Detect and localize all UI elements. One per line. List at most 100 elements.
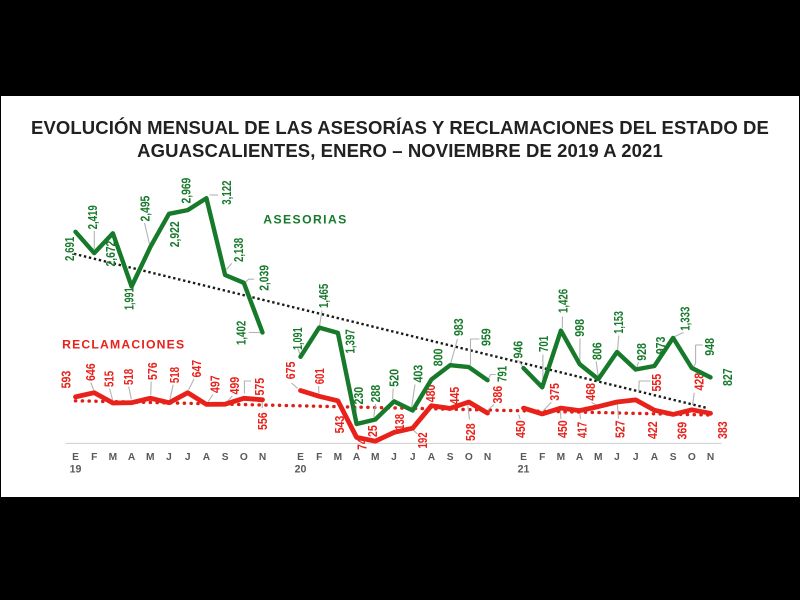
svg-text:O: O <box>240 452 248 463</box>
svg-text:2,691: 2,691 <box>62 237 77 261</box>
svg-text:593: 593 <box>58 371 73 389</box>
svg-text:518: 518 <box>167 367 182 383</box>
svg-text:1,333: 1,333 <box>677 307 692 331</box>
svg-text:1,402: 1,402 <box>233 321 248 345</box>
svg-text:959: 959 <box>478 328 493 346</box>
svg-text:983: 983 <box>451 318 466 336</box>
svg-text:422: 422 <box>645 421 660 439</box>
svg-text:230: 230 <box>351 387 366 405</box>
svg-text:1,991: 1,991 <box>121 287 136 310</box>
svg-text:O: O <box>465 452 473 463</box>
svg-text:M: M <box>594 452 603 463</box>
svg-text:192: 192 <box>415 432 430 448</box>
svg-text:RECLAMACIONES: RECLAMACIONES <box>62 337 185 351</box>
svg-text:800: 800 <box>430 349 445 367</box>
svg-text:25: 25 <box>365 425 380 437</box>
svg-text:1,397: 1,397 <box>342 329 357 353</box>
svg-text:S: S <box>670 452 677 463</box>
svg-text:948: 948 <box>702 338 717 356</box>
svg-text:675: 675 <box>283 362 298 380</box>
svg-text:J: J <box>166 452 172 463</box>
svg-text:518: 518 <box>121 369 136 385</box>
svg-text:515: 515 <box>102 371 117 387</box>
svg-text:556: 556 <box>255 412 270 430</box>
svg-text:369: 369 <box>674 422 689 440</box>
svg-text:497: 497 <box>207 375 222 393</box>
svg-text:21: 21 <box>518 463 530 475</box>
svg-text:F: F <box>316 452 322 463</box>
svg-text:386: 386 <box>490 386 505 404</box>
svg-text:827: 827 <box>720 368 735 386</box>
svg-text:F: F <box>539 452 545 463</box>
svg-text:701: 701 <box>536 336 551 352</box>
svg-text:383: 383 <box>715 421 730 439</box>
svg-text:403: 403 <box>411 365 426 383</box>
svg-text:A: A <box>651 452 659 463</box>
svg-text:E: E <box>520 452 527 463</box>
svg-text:2,495: 2,495 <box>137 196 152 222</box>
svg-text:2,419: 2,419 <box>85 205 100 229</box>
svg-text:791: 791 <box>494 366 509 382</box>
svg-text:445: 445 <box>447 387 462 405</box>
svg-text:J: J <box>614 452 620 463</box>
svg-text:N: N <box>259 452 266 463</box>
svg-text:2,138: 2,138 <box>231 238 246 262</box>
svg-text:M: M <box>557 452 566 463</box>
svg-text:ASESORIAS: ASESORIAS <box>263 212 347 226</box>
svg-text:575: 575 <box>252 378 267 396</box>
svg-text:20: 20 <box>295 463 307 475</box>
svg-text:M: M <box>371 452 380 463</box>
svg-text:2,039: 2,039 <box>256 265 271 291</box>
svg-text:450: 450 <box>513 420 528 438</box>
svg-text:806: 806 <box>589 342 604 360</box>
svg-text:S: S <box>447 452 454 463</box>
svg-text:928: 928 <box>634 343 649 361</box>
svg-text:1,426: 1,426 <box>556 289 571 313</box>
svg-text:1,091: 1,091 <box>290 327 305 350</box>
svg-text:N: N <box>707 452 714 463</box>
svg-text:3,122: 3,122 <box>219 181 234 205</box>
svg-text:417: 417 <box>574 422 589 438</box>
svg-text:647: 647 <box>189 360 204 378</box>
svg-text:19: 19 <box>70 463 82 475</box>
svg-text:1,465: 1,465 <box>316 284 331 308</box>
svg-text:O: O <box>688 452 696 463</box>
svg-text:499: 499 <box>227 377 242 395</box>
svg-text:F: F <box>91 452 97 463</box>
svg-text:520: 520 <box>387 369 402 387</box>
svg-text:527: 527 <box>612 420 627 438</box>
svg-text:E: E <box>72 452 79 463</box>
svg-text:A: A <box>576 452 584 463</box>
svg-text:E: E <box>297 452 304 463</box>
svg-text:A: A <box>128 452 136 463</box>
svg-text:N: N <box>484 452 491 463</box>
svg-text:S: S <box>222 452 229 463</box>
svg-text:428: 428 <box>691 373 706 391</box>
svg-text:646: 646 <box>83 363 98 381</box>
svg-text:576: 576 <box>145 362 160 380</box>
svg-text:468: 468 <box>583 383 598 401</box>
svg-text:2,922: 2,922 <box>167 221 182 247</box>
svg-text:543: 543 <box>332 416 347 434</box>
svg-text:J: J <box>391 452 397 463</box>
svg-text:M: M <box>109 452 118 463</box>
svg-text:A: A <box>353 452 361 463</box>
svg-text:375: 375 <box>547 383 562 401</box>
svg-text:601: 601 <box>312 368 327 384</box>
svg-text:M: M <box>146 452 155 463</box>
svg-text:1,153: 1,153 <box>611 311 626 334</box>
svg-text:J: J <box>185 452 191 463</box>
svg-text:A: A <box>203 452 211 463</box>
svg-text:138: 138 <box>392 414 407 430</box>
svg-text:J: J <box>410 452 416 463</box>
svg-text:M: M <box>334 452 343 463</box>
svg-text:998: 998 <box>572 319 587 337</box>
svg-text:555: 555 <box>649 374 664 392</box>
svg-text:946: 946 <box>510 341 525 359</box>
svg-text:528: 528 <box>463 423 478 441</box>
svg-text:2,672: 2,672 <box>103 241 118 267</box>
svg-text:2,969: 2,969 <box>178 178 193 204</box>
svg-text:450: 450 <box>555 420 570 438</box>
svg-text:288: 288 <box>368 385 383 403</box>
svg-text:A: A <box>428 452 436 463</box>
